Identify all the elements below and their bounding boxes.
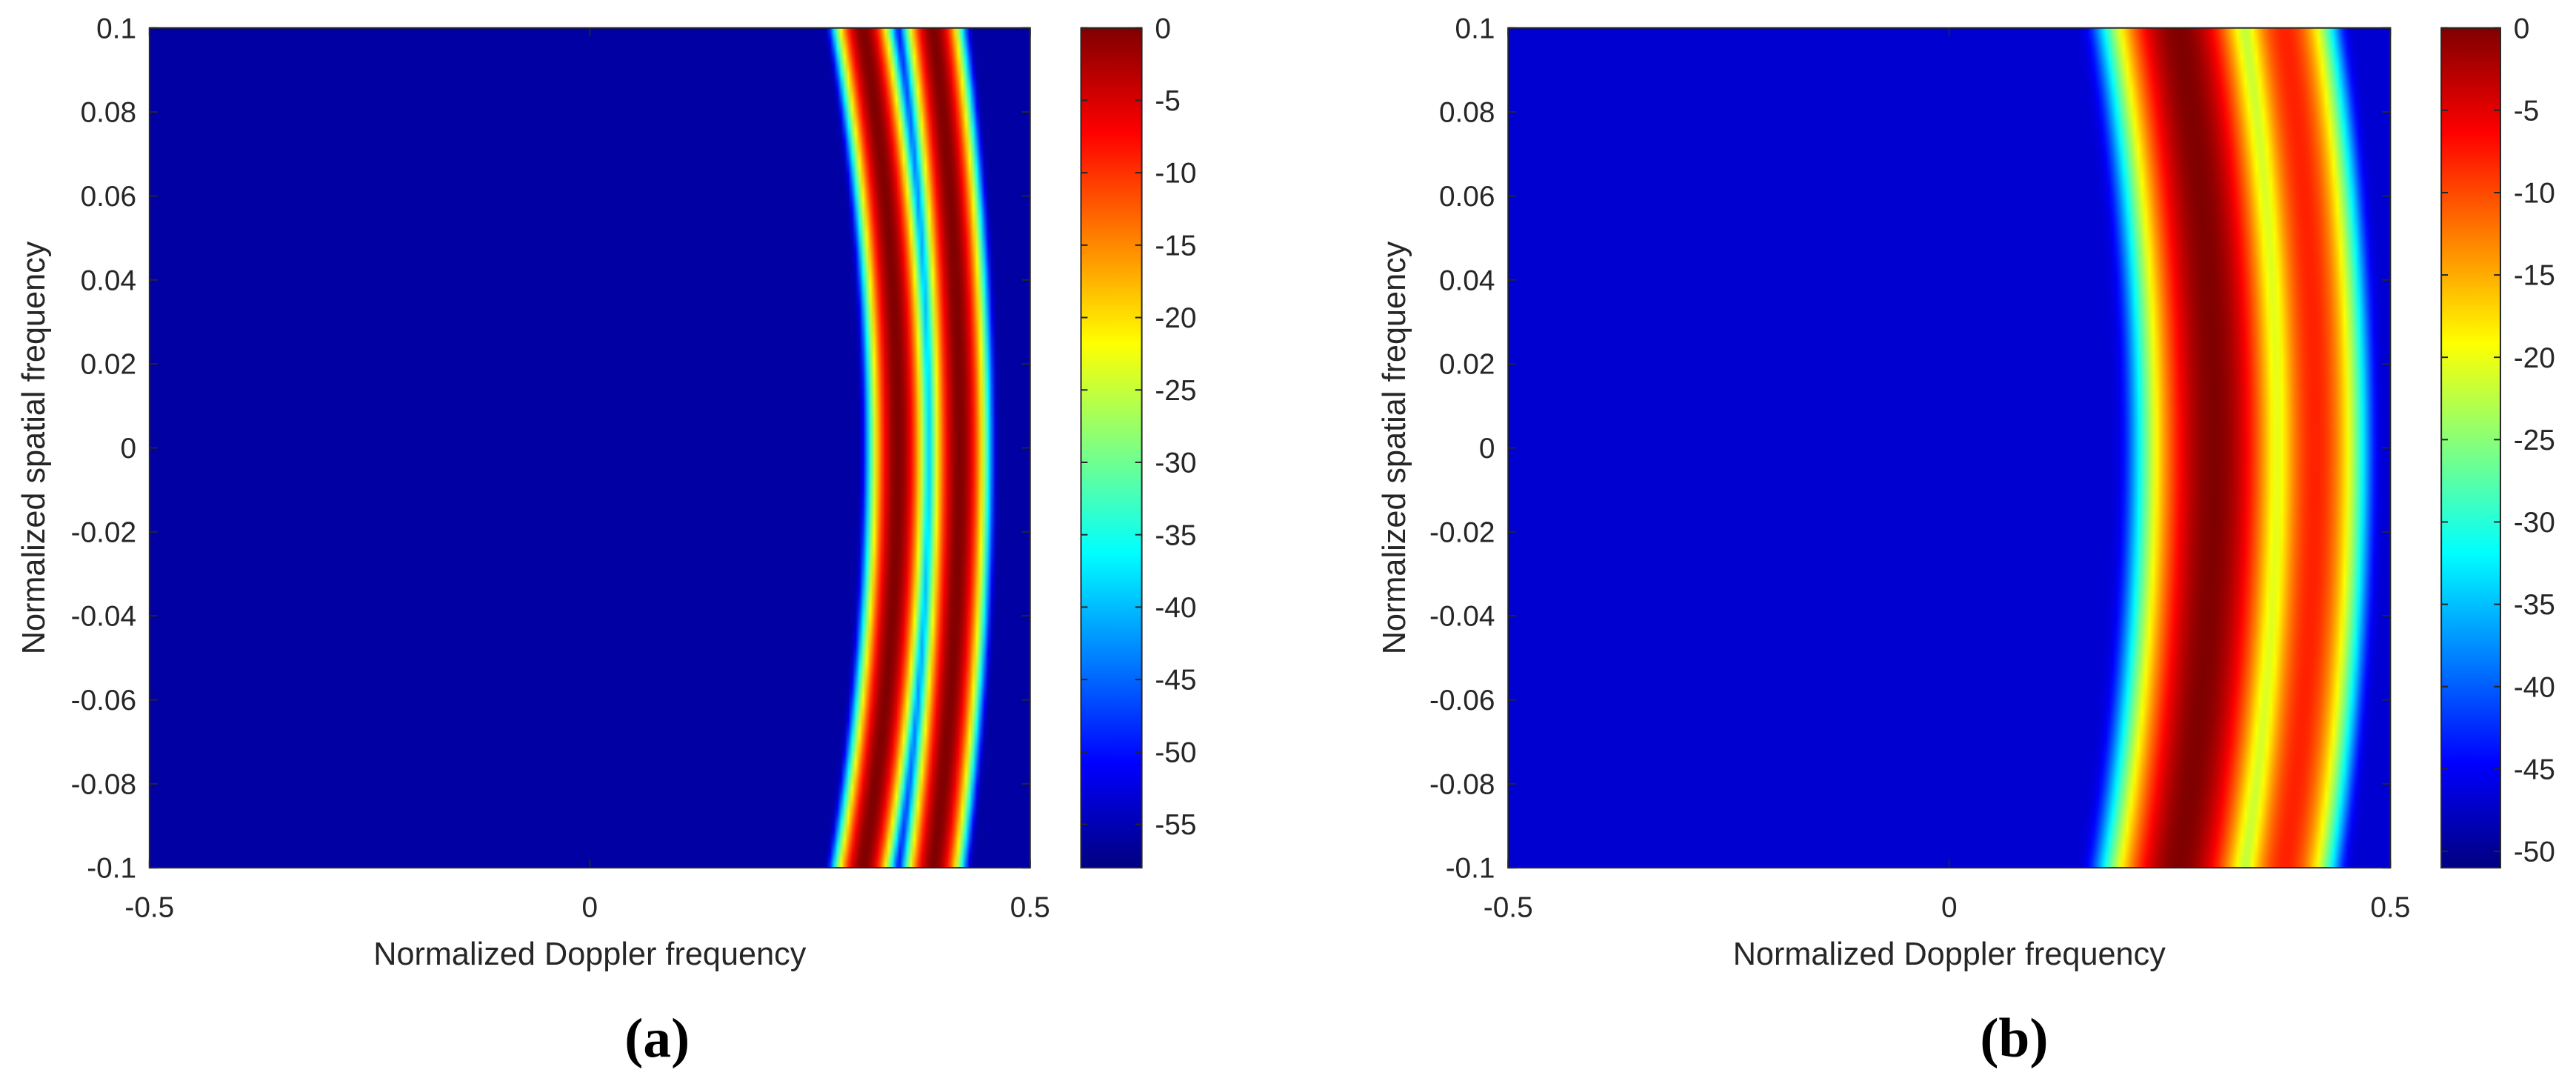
x-axis-ticks-a: -0.5 0 0.5	[124, 27, 1050, 924]
panel-label-b: (b)	[1980, 1008, 2048, 1069]
y-axis-label-b: Normalized spatial frequency	[1377, 241, 1412, 654]
colorbar-tick-label: -10	[2514, 178, 2555, 210]
y-tick-label: -0.08	[1429, 768, 1495, 800]
y-tick-label: -0.06	[71, 685, 136, 716]
x-tick-label: -0.5	[124, 892, 174, 924]
x-axis-label-b: Normalized Doppler frequency	[1733, 937, 2166, 972]
y-tick-label: 0.02	[1439, 349, 1495, 381]
x-axis-label-a: Normalized Doppler frequency	[373, 937, 807, 972]
y-tick-label: -0.08	[71, 768, 136, 800]
colorbar-tick-label: -50	[2514, 837, 2555, 868]
x-tick-label: -0.5	[1484, 892, 1533, 924]
y-tick-label: -0.02	[1429, 516, 1495, 548]
colorbar-tick-label: -20	[1155, 302, 1196, 334]
colorbar-tick-label: -20	[2514, 342, 2555, 374]
y-tick-label: 0.04	[1439, 265, 1495, 296]
colorbar-tick-label: -15	[1155, 230, 1196, 262]
colorbar-tick-label: -30	[1155, 448, 1196, 479]
colorbar-ticks-b: 0 -5 -10 -15 -20 -25 -30 -35 -40 -45 -50	[2441, 13, 2555, 868]
y-axis-ticks-a: 0.1 0.08 0.06 0.04 0.02 0 -0.02 -0.04 -0.06 -0.08…	[71, 13, 1030, 885]
colorbar-tick-label: 0	[2514, 13, 2530, 44]
x-axis-ticks-b: -0.5 0 0.5	[1484, 27, 2410, 924]
colorbar-tick-label: -35	[2514, 589, 2555, 621]
x-tick-label: 0	[1941, 892, 1958, 924]
y-tick-label: -0.1	[1446, 853, 1495, 885]
y-tick-label: 0.08	[1439, 97, 1495, 129]
colorbar-tick-label: -5	[1155, 85, 1181, 117]
colorbar-tick-label: -25	[2514, 425, 2555, 456]
x-tick-label: 0.5	[1010, 892, 1050, 924]
y-tick-label: 0.08	[81, 97, 137, 129]
y-tick-label: -0.02	[71, 516, 136, 548]
y-tick-label: -0.04	[71, 601, 136, 633]
y-tick-label: 0.1	[1455, 13, 1495, 44]
y-tick-label: 0.06	[81, 181, 137, 213]
y-tick-label: 0.1	[96, 13, 136, 44]
y-tick-label: 0	[121, 433, 137, 465]
y-tick-label: -0.04	[1429, 601, 1495, 633]
panel-a: 0.1 0.08 0.06 0.04 0.02 0 -0.02 -0.04 -0.06 -0.08…	[16, 13, 1196, 1069]
y-tick-label: -0.06	[1429, 685, 1495, 716]
panel-label-a: (a)	[624, 1008, 690, 1069]
colorbar-tick-label: -45	[1155, 665, 1196, 696]
panel-b: 0.1 0.08 0.06 0.04 0.02 0 -0.02 -0.04 -0.06 -0.08…	[1377, 13, 2555, 1069]
y-tick-label: -0.1	[87, 853, 136, 885]
y-axis-label-a: Normalized spatial frequency	[16, 241, 52, 654]
heatmap-image-b	[1508, 27, 2391, 868]
colorbar-tick-label: -15	[2514, 260, 2555, 292]
colorbar-tick-label: -40	[1155, 592, 1196, 624]
colorbar-tick-label: 0	[1155, 13, 1171, 44]
colorbar-tick-label: -50	[1155, 736, 1196, 768]
y-tick-label: 0	[1479, 433, 1495, 465]
colorbar-tick-label: -5	[2514, 95, 2540, 127]
x-tick-label: 0	[582, 892, 598, 924]
x-tick-label: 0.5	[2370, 892, 2410, 924]
y-tick-label: 0.06	[1439, 181, 1495, 213]
colorbar-tick-label: -10	[1155, 158, 1196, 190]
colorbar-tick-label: -35	[1155, 519, 1196, 551]
colorbar-b	[2440, 27, 2501, 869]
y-tick-label: 0.04	[81, 265, 137, 296]
colorbar-tick-label: -40	[2514, 671, 2555, 703]
colorbar-tick-label: -30	[2514, 507, 2555, 539]
colorbar-a	[1080, 27, 1143, 869]
colorbar-ticks-a: 0 -5 -10 -15 -20 -25 -30 -35 -40 -45 -50 -55	[1081, 13, 1196, 841]
colorbar-tick-label: -25	[1155, 375, 1196, 407]
colorbar-tick-label: -55	[1155, 809, 1196, 841]
y-tick-label: 0.02	[81, 349, 137, 381]
colorbar-tick-label: -45	[2514, 754, 2555, 785]
y-axis-ticks-b: 0.1 0.08 0.06 0.04 0.02 0 -0.02 -0.04 -0.06 -0.08…	[1429, 13, 2391, 885]
heatmap-image-a	[149, 27, 1030, 868]
